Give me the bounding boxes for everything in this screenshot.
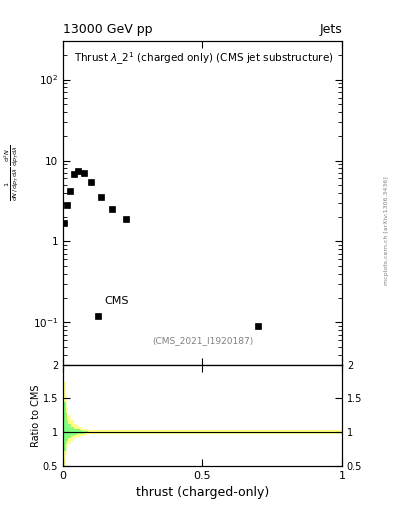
Text: mcplots.cern.ch [arXiv:1306.3436]: mcplots.cern.ch [arXiv:1306.3436]	[384, 176, 389, 285]
Text: 13000 GeV pp: 13000 GeV pp	[63, 23, 152, 36]
Text: Jets: Jets	[319, 23, 342, 36]
Y-axis label: Ratio to CMS: Ratio to CMS	[31, 384, 41, 446]
X-axis label: thrust (charged-only): thrust (charged-only)	[136, 486, 269, 499]
Text: (CMS_2021_I1920187): (CMS_2021_I1920187)	[152, 336, 253, 345]
Text: $\frac{1}{\mathrm{d}N\,/\,\mathrm{d}p_T\,\mathrm{d}\lambda}\,\frac{\mathrm{d}^2N: $\frac{1}{\mathrm{d}N\,/\,\mathrm{d}p_T\…	[3, 144, 21, 201]
Text: CMS: CMS	[105, 296, 129, 307]
Text: Thrust $\lambda\_2^1$ (charged only) (CMS jet substructure): Thrust $\lambda\_2^1$ (charged only) (CM…	[74, 51, 334, 67]
